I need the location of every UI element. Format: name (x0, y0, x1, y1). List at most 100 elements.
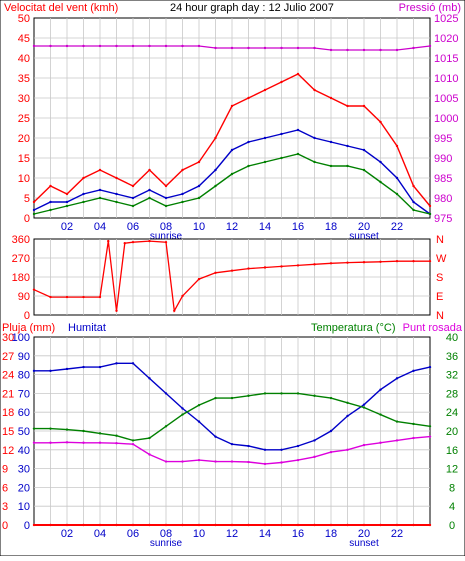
series-dewpoint-point (98, 441, 102, 444)
series-dewpoint-point (65, 441, 69, 444)
wind-y-tick-label: 35 (18, 73, 30, 85)
series-direction-point (197, 277, 201, 281)
wind-sunrise-label: sunrise (150, 231, 183, 242)
series-wind-point (412, 208, 415, 212)
wind-x-tick-label: 08 (160, 221, 172, 233)
wind-y-tick-label: 40 (18, 53, 30, 65)
series-wind-point (263, 160, 267, 164)
series-temperature-point (313, 394, 316, 397)
series-avg-point (412, 200, 415, 204)
series-rain-point (263, 523, 267, 527)
series-gust-point (197, 160, 201, 164)
series-wind-point (230, 172, 234, 176)
series-dewpoint-point (164, 460, 168, 463)
compass-label: E (436, 291, 443, 303)
temperature-y-tick-label: 4 (449, 501, 455, 513)
series-pressure-point (115, 44, 118, 48)
humidity-y-tick-label: 10 (18, 501, 30, 513)
wind-y-tick-label: 5 (24, 193, 30, 205)
series-wind-point (65, 204, 69, 208)
dewpoint-axis-title: Punt rosada (403, 322, 463, 334)
series-direction-point (65, 295, 69, 299)
series-wind-point (148, 196, 151, 200)
series-direction-point (296, 264, 300, 267)
series-avg-point (65, 200, 69, 204)
series-dewpoint-point (214, 460, 217, 463)
series-direction-point (428, 259, 432, 263)
series-rain-point (379, 523, 382, 527)
series-direction-point (362, 261, 366, 264)
direction-y-tick-label: 90 (18, 291, 30, 303)
wind-y-tick-label: 45 (18, 33, 30, 45)
series-temperature-point (181, 413, 184, 416)
series-humidity-point (346, 414, 349, 418)
series-pressure-point (214, 46, 217, 50)
weather-x-tick-label: 14 (259, 528, 271, 540)
humidity-y-tick-label: 40 (18, 445, 30, 457)
series-rain-point (313, 523, 316, 527)
wind-x-tick-label: 04 (94, 221, 106, 233)
wind-y-tick-label: 50 (18, 13, 30, 25)
series-dewpoint-point (49, 441, 52, 444)
series-gust-point (49, 184, 52, 188)
temperature-y-tick-label: 20 (446, 426, 458, 438)
series-rain-point (329, 523, 333, 527)
series-pressure-point (197, 44, 201, 48)
series-avg-point (82, 192, 85, 196)
series-temperature-point (82, 429, 85, 433)
series-gust-point (428, 204, 432, 208)
series-temperature-point (197, 403, 201, 407)
series-pressure-point (346, 48, 349, 52)
wind-x-tick-label: 20 (358, 221, 370, 233)
temperature-y-tick-label: 0 (449, 520, 455, 532)
series-direction-point (115, 309, 118, 312)
series-avg-point (395, 176, 399, 180)
series-avg-point (280, 132, 283, 136)
series-dewpoint-point (379, 441, 382, 444)
series-temperature-point (280, 392, 283, 395)
series-avg-point (197, 184, 201, 188)
temperature-axis-title: Temperatura (°C) (311, 322, 395, 334)
series-direction-point (329, 262, 333, 265)
wind-x-tick-label: 10 (193, 221, 205, 233)
rain-y-tick-label: 12 (2, 445, 14, 457)
series-dewpoint-point (230, 460, 234, 463)
series-wind-point (428, 212, 432, 216)
wind-y-tick-label: 15 (18, 153, 30, 165)
series-humidity-point (148, 377, 151, 380)
series-gust-point (263, 88, 267, 92)
rain-y-tick-label: 15 (2, 426, 14, 438)
series-avg-point (329, 140, 333, 144)
series-dewpoint-point (115, 442, 118, 445)
series-gust-point (362, 104, 366, 108)
series-dewpoint-point (82, 441, 85, 444)
series-rain-point (362, 523, 366, 527)
wind-y-tick-label: 0 (24, 213, 30, 225)
series-temperature-point (263, 392, 267, 395)
series-gust-point (98, 168, 102, 172)
series-rain-point (148, 523, 151, 527)
series-avg-point (164, 196, 168, 200)
series-gust-point (412, 184, 415, 188)
series-rain-point (49, 523, 52, 527)
rain-humidity-temp-panel: 0369121518212427300102030405060708090100… (2, 332, 458, 549)
wind-y-tick-label: 20 (18, 133, 30, 145)
series-humidity-point (428, 365, 432, 369)
series-direction-point (164, 240, 168, 244)
series-temperature-point (98, 432, 102, 435)
series-humidity-point (98, 365, 102, 369)
series-pressure-point (82, 44, 85, 48)
series-pressure-point (65, 44, 69, 48)
series-rain-point (296, 523, 300, 527)
series-humidity-point (412, 369, 415, 373)
series-rain-point (395, 523, 399, 527)
weather-x-tick-label: 22 (391, 528, 403, 540)
temperature-y-tick-label: 32 (446, 370, 458, 382)
series-gust-point (379, 120, 382, 124)
series-temperature-point (214, 396, 217, 400)
series-avg-point (49, 200, 52, 204)
compass-label: S (436, 272, 443, 284)
series-temperature-point (395, 420, 399, 423)
series-wind-point (197, 196, 201, 200)
